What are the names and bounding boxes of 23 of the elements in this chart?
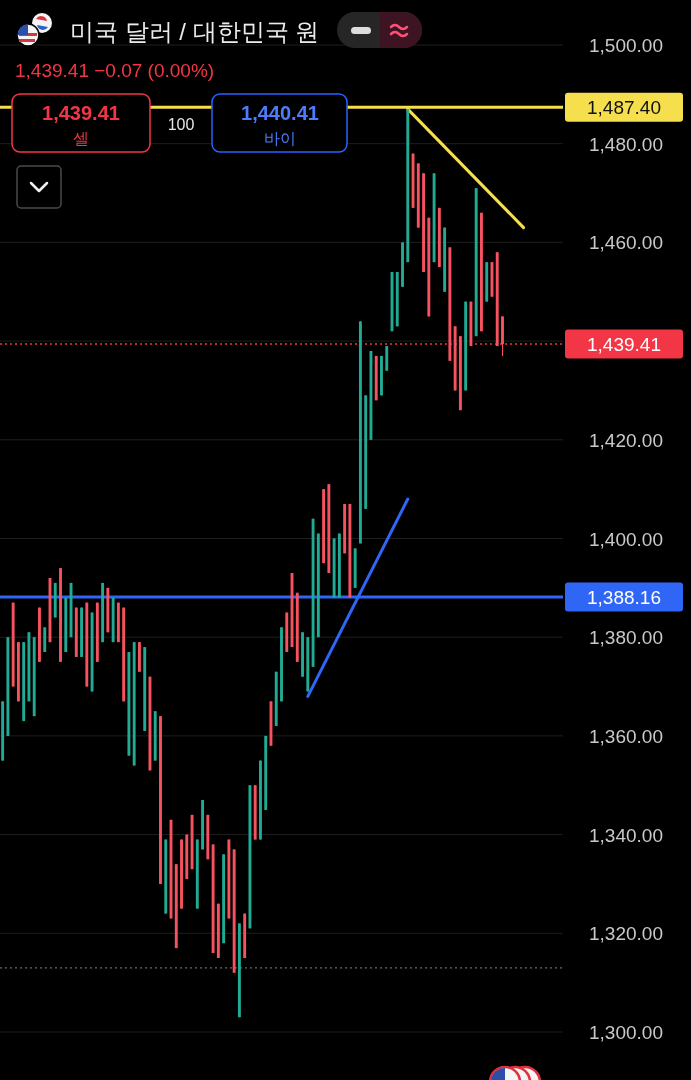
ref-line-label: 1,439.41 [587,334,661,356]
ref-line-label: 1,388.16 [587,586,661,608]
title: 미국 달러 / 대한민국 원 [70,18,320,45]
annotation: 1,440.41 [241,102,319,124]
y-tick-label: 1,320.00 [589,923,663,945]
annotation: 셀 [73,130,89,147]
y-tick-label: 1,340.00 [589,824,663,846]
subtitle: 1,439.41 −0.07 (0.00%) [15,60,215,81]
y-tick-label: 1,300.00 [589,1022,663,1043]
y-tick-label: 1,500.00 [589,35,663,56]
annotation: 100 [167,116,195,133]
y-tick-label: 1,460.00 [589,232,663,254]
price-tag: 1,487.40 [565,92,683,122]
y-tick-label: 1,360.00 [589,725,663,747]
ref-line-label: 1,487.40 [587,97,661,119]
y-tick-label: 1,380.00 [589,627,663,649]
annotation: 1,439.41 [42,102,120,124]
y-tick-label: 1,480.00 [589,133,663,155]
price-tag: 1,388.16 [565,582,683,612]
annotation: 바이 [264,130,296,147]
y-tick-label: 1,420.00 [589,429,663,451]
price-tag: 1,439.41 [565,329,683,359]
y-tick-label: 1,400.00 [589,528,663,550]
